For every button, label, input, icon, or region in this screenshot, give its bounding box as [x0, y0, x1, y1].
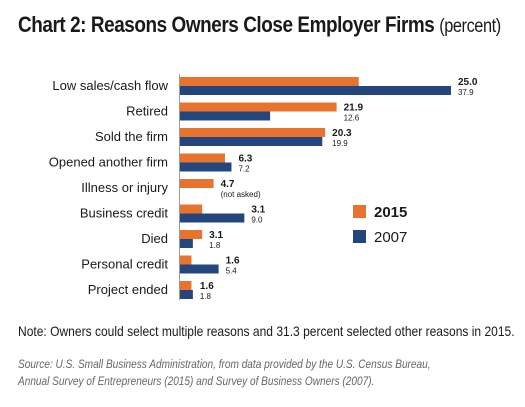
value-label-2007-retired: 12.6 — [344, 114, 360, 123]
value-label-2015-personal-credit: 1.6 — [226, 256, 240, 267]
legend-label-2015: 2015 — [374, 204, 407, 221]
legend-label-2007: 2007 — [374, 229, 407, 246]
bar-2007-project-ended — [180, 290, 193, 299]
value-label-2007-project-ended: 1.8 — [200, 292, 212, 301]
bar-2015-business-credit — [180, 204, 203, 214]
category-label-died: Died — [141, 231, 168, 246]
bar-2007-retired — [180, 111, 271, 121]
bar-2015-sold-the-firm — [180, 128, 326, 137]
bars — [180, 77, 451, 299]
value-labels: 25.037.9 21.912.6 20.319.9 6.37.24.7(not as… — [200, 77, 478, 301]
category-label-low-sales-cash-flow: Low sales/cash flow — [52, 78, 168, 93]
bar-2015-opened-another-firm — [180, 153, 226, 163]
bar-2007-business-credit — [180, 213, 245, 223]
legend: 2015 2007 — [353, 204, 407, 246]
value-label-2007-personal-credit: 5.4 — [226, 267, 238, 276]
value-label-2015-sold-the-firm: 20.3 — [332, 128, 352, 139]
chart-source: Source: U.S. Small Business Administrati… — [18, 356, 431, 390]
bar-2015-illness-or-injury — [180, 179, 214, 188]
bar-2015-project-ended — [180, 281, 192, 290]
chart-note: Note: Owners could select multiple reaso… — [18, 323, 515, 339]
bar-2007-sold-the-firm — [180, 137, 323, 146]
value-label-2007-low-sales-cash-flow: 37.9 — [458, 88, 474, 97]
value-label-2015-business-credit: 3.1 — [251, 205, 265, 216]
value-label-2015-opened-another-firm: 6.3 — [238, 154, 252, 165]
category-label-project-ended: Project ended — [88, 282, 168, 297]
category-label-personal-credit: Personal credit — [81, 257, 168, 272]
category-label-business-credit: Business credit — [80, 206, 169, 221]
value-label-2015-retired: 21.9 — [344, 103, 364, 114]
category-labels: Low sales/cash flow Retired Sold the firm O… — [49, 78, 169, 297]
legend-swatch-2015 — [353, 205, 366, 218]
bar-2007-low-sales-cash-flow — [180, 86, 451, 95]
value-label-2015-died: 3.1 — [209, 230, 223, 241]
bar-2015-retired — [180, 102, 337, 112]
bar-2007-personal-credit — [180, 264, 219, 274]
chart-title: Chart 2: Reasons Owners Close Employer F… — [18, 12, 501, 37]
bar-chart: Low sales/cash flow Retired Sold the firm O… — [49, 74, 478, 301]
category-label-opened-another-firm: Opened another firm — [49, 155, 168, 170]
bar-2007-died — [180, 239, 193, 248]
category-label-illness-or-injury: Illness or injury — [81, 180, 168, 195]
value-label-2015-illness-or-injury: 4.7 — [221, 179, 235, 190]
source-line-1: Source: U.S. Small Business Administrati… — [18, 357, 431, 371]
category-label-retired: Retired — [126, 104, 168, 119]
category-label-sold-the-firm: Sold the firm — [95, 129, 168, 144]
bar-2015-died — [180, 230, 203, 239]
value-label-2015-low-sales-cash-flow: 25.0 — [458, 77, 478, 88]
chart-subtitle: (percent) — [439, 16, 501, 37]
source-line-2: Annual Survey of Entrepreneurs (2015) an… — [18, 374, 375, 388]
legend-swatch-2007 — [353, 230, 366, 243]
value-label-2007-illness-or-injury: (not asked) — [221, 190, 261, 199]
bar-2007-opened-another-firm — [180, 162, 232, 172]
bar-2015-personal-credit — [180, 255, 192, 265]
value-label-2015-project-ended: 1.6 — [200, 281, 214, 292]
value-label-2007-business-credit: 9.0 — [251, 216, 263, 225]
value-label-2007-opened-another-firm: 7.2 — [238, 165, 250, 174]
value-label-2007-sold-the-firm: 19.9 — [332, 139, 348, 148]
value-label-2007-died: 1.8 — [209, 241, 221, 250]
bar-2015-low-sales-cash-flow — [180, 77, 359, 86]
